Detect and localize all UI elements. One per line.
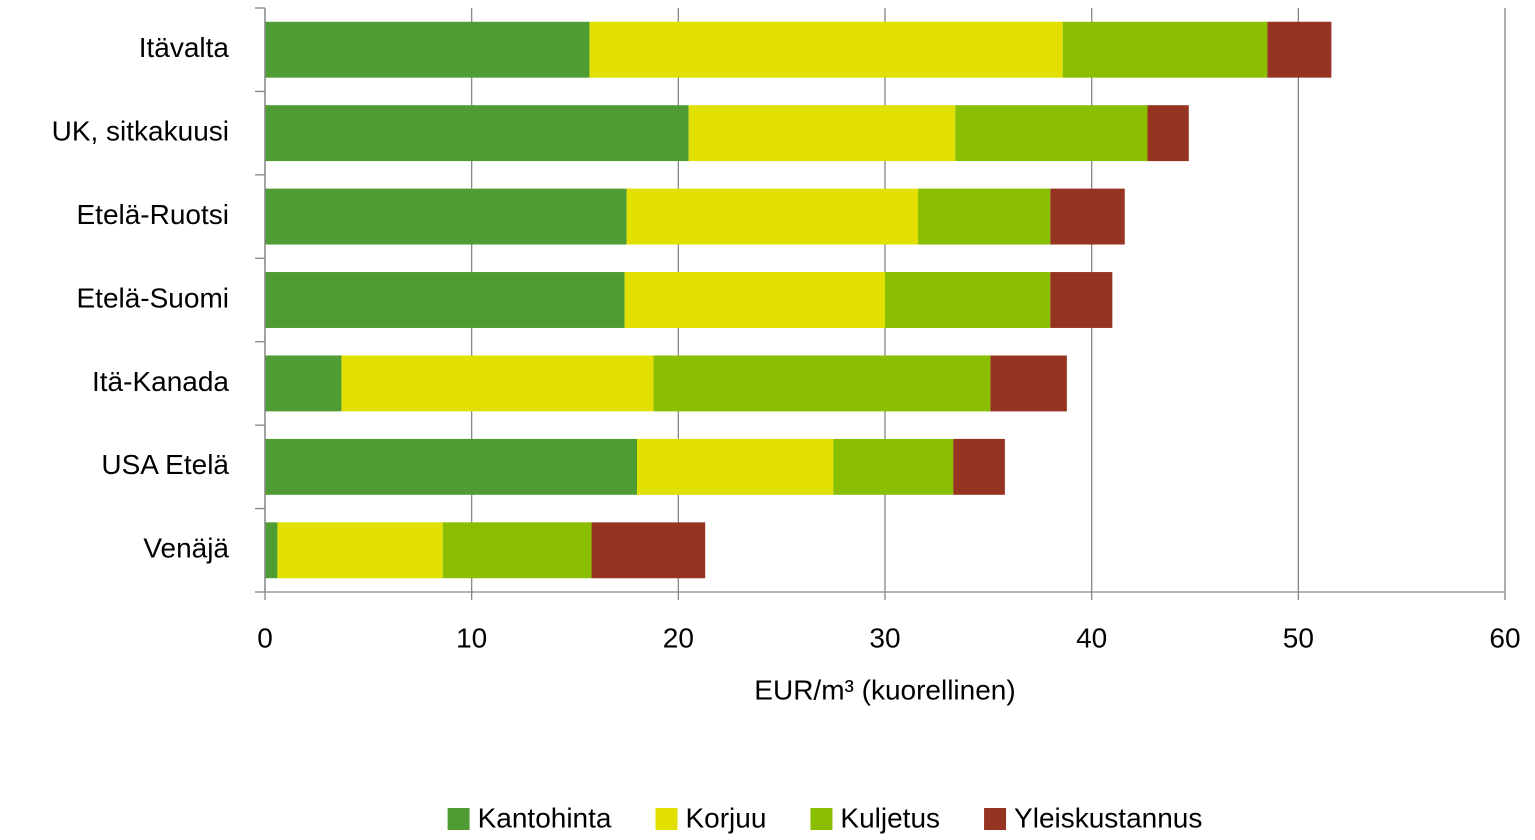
bar [265, 355, 342, 412]
bar [1050, 272, 1113, 328]
y-tick-label: Itävalta [139, 32, 230, 63]
bar [265, 21, 590, 78]
x-tick-label: 40 [1076, 622, 1107, 653]
bar [265, 188, 627, 245]
bar [1050, 188, 1125, 245]
bar [918, 188, 1051, 245]
bar [265, 105, 689, 162]
x-axis-label: EUR/m³ (kuorellinen) [754, 674, 1015, 705]
bar [953, 438, 1005, 495]
bar [626, 188, 919, 245]
bar [265, 522, 278, 579]
y-tick-label: Itä-Kanada [92, 366, 229, 397]
y-tick-label: USA Etelä [101, 449, 229, 480]
x-tick-label: 10 [456, 622, 487, 653]
bar [688, 105, 956, 162]
legend-swatch [810, 808, 833, 830]
bar [637, 438, 834, 495]
bar [442, 522, 592, 579]
bar [265, 438, 637, 495]
bar [1147, 105, 1189, 162]
legend-label: Korjuu [685, 802, 766, 833]
bar [955, 105, 1148, 162]
bar [653, 355, 991, 412]
y-tick-label: Etelä-Suomi [76, 282, 229, 313]
bar [1062, 21, 1268, 78]
y-tick-label: Etelä-Ruotsi [76, 199, 229, 230]
legend-label: Kantohinta [478, 802, 612, 833]
x-tick-label: 30 [869, 622, 900, 653]
y-tick-label: UK, sitkakuusi [52, 116, 229, 147]
legend-label: Kuljetus [840, 802, 940, 833]
legend-swatch [447, 808, 470, 830]
bar [265, 272, 625, 328]
bar [341, 355, 654, 412]
x-tick-label: 0 [257, 622, 273, 653]
bar [591, 522, 706, 579]
x-tick-label: 20 [663, 622, 694, 653]
bar [589, 21, 1063, 78]
legend-label: Yleiskustannus [1014, 802, 1202, 833]
bar [833, 438, 954, 495]
bar [990, 355, 1067, 412]
bar [1267, 21, 1332, 78]
legend-swatch [984, 808, 1007, 830]
bar [277, 522, 443, 579]
y-tick-label: Venäjä [143, 533, 229, 564]
bar [624, 272, 885, 328]
bar [885, 272, 1051, 328]
legend-swatch [655, 808, 678, 830]
x-tick-label: 60 [1489, 622, 1520, 653]
x-tick-label: 50 [1283, 622, 1314, 653]
